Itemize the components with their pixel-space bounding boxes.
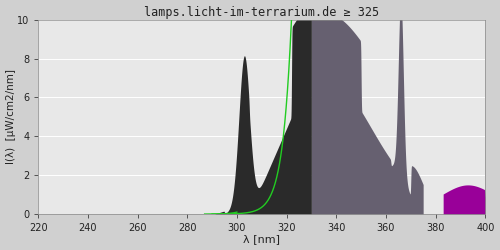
X-axis label: λ [nm]: λ [nm]	[243, 234, 280, 244]
Y-axis label: I(λ)  [μW/cm2/nm]: I(λ) [μW/cm2/nm]	[6, 69, 16, 164]
Title: lamps.licht-im-terrarium.de ≥ 325: lamps.licht-im-terrarium.de ≥ 325	[144, 6, 380, 18]
